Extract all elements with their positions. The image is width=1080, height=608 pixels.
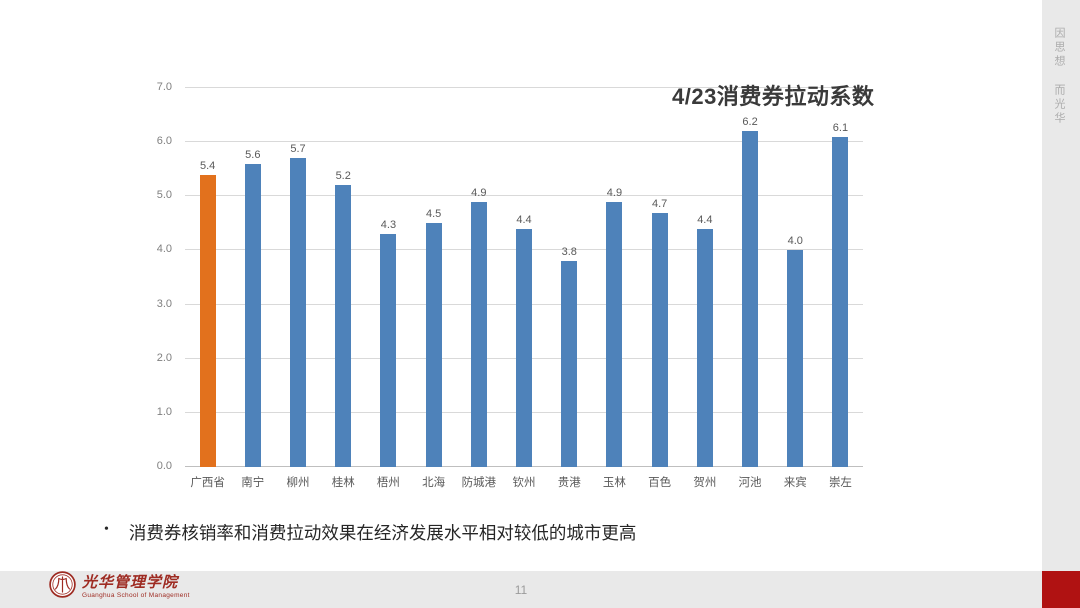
bar-value-label: 6.2 (742, 116, 758, 129)
motto-vertical-text: 因思想 而光华 (1053, 27, 1065, 126)
bar-value-label: 5.2 (335, 170, 351, 183)
y-tick-label: 0.0 (156, 460, 172, 472)
bullet-note: • 消费券核销率和消费拉动效果在经济发展水平相对较低的城市更高 (104, 520, 944, 545)
bar-slot: 5.4 (185, 88, 230, 467)
x-tick-label: 崇左 (828, 477, 852, 489)
bar (335, 185, 352, 467)
bar-value-label: 4.4 (697, 213, 713, 226)
bar-value-label: 5.4 (199, 159, 216, 172)
bar-slot: 4.4 (501, 88, 546, 467)
plot-area: 5.4 5.6 5.7 5.2 4.3 4.5 4.9 4.4 3.8 4.9 4.7 4.4 6.2 4… (185, 87, 863, 467)
bar-slot: 6.1 (818, 88, 863, 467)
bar-slot: 3.8 (547, 88, 592, 467)
x-tick-label: 防城港 (461, 477, 497, 489)
y-tick-label: 5.0 (156, 189, 172, 202)
footer-logo: 光华管理学院 Guanghua School of Management (49, 571, 190, 603)
bar-slot: 4.7 (637, 88, 682, 467)
page-number: 11 (514, 583, 528, 597)
y-tick-label: 3.0 (156, 297, 172, 310)
bars: 5.4 5.6 5.7 5.2 4.3 4.5 4.9 4.4 3.8 4.9 4.7 4.4 6.2 4… (185, 88, 863, 467)
x-tick-label: 玉林 (602, 477, 626, 489)
bar-value-label: 4.3 (380, 219, 397, 232)
bar-value-label: 3.8 (561, 246, 577, 259)
red-corner-accent (1042, 571, 1080, 608)
chart-title: 4/23消费券拉动系数 (672, 84, 875, 109)
bar (561, 261, 578, 467)
bar-value-label: 4.5 (425, 208, 442, 221)
grid-line (185, 87, 863, 88)
logo-title: 光华管理学院 (82, 575, 179, 591)
bar-value-label: 4.0 (787, 235, 803, 248)
bar-value-label: 5.6 (245, 148, 261, 161)
y-axis-labels: 0.0 1.0 2.0 3.0 4.0 5.0 6.0 7.0 (146, 81, 178, 472)
bar (244, 163, 261, 467)
bar-slot: 4.5 (411, 88, 456, 467)
x-tick-label: 南宁 (241, 477, 265, 489)
bar-value-label: 4.7 (651, 197, 668, 210)
x-tick-label: 梧州 (376, 477, 400, 489)
grid-line (185, 195, 863, 197)
right-sidebar: 因思想 而光华 (1042, 0, 1080, 571)
y-tick-label: 4.0 (156, 243, 172, 256)
bar-slot: 4.9 (592, 88, 637, 467)
x-tick-label: 北海 (422, 477, 446, 489)
x-tick-label: 河池 (738, 477, 762, 489)
bar (290, 158, 306, 467)
bar (742, 131, 759, 467)
bar-slot: 5.6 (230, 88, 275, 467)
bar-slot: 6.2 (727, 88, 772, 467)
bar (832, 136, 849, 467)
x-tick-label: 广西省 (190, 477, 225, 489)
guanghua-seal-icon (49, 571, 76, 603)
x-tick-label: 桂林 (331, 477, 355, 489)
bar (696, 228, 713, 467)
bar (787, 250, 804, 467)
bar (606, 201, 623, 467)
bar (470, 201, 487, 467)
bar-highlighted (199, 174, 216, 467)
grid-line (185, 141, 863, 143)
bar-slot: 4.4 (682, 88, 727, 467)
bar-value-label: 4.4 (516, 213, 532, 226)
x-tick-label: 来宾 (783, 477, 807, 489)
bar-value-label: 4.9 (471, 186, 487, 199)
y-tick-label: 7.0 (156, 81, 172, 93)
bar (516, 228, 533, 467)
logo-text: 光华管理学院 Guanghua School of Management (82, 575, 190, 599)
bar-slot: 5.7 (275, 88, 320, 467)
bar-slot: 5.2 (321, 88, 366, 467)
x-axis-labels: 广西省 南宁 柳州 桂林 梧州 北海 防城港 钦州 贵港 玉林 百色 贺州 河池 来宾 崇左 (185, 474, 863, 490)
logo-subtitle: Guanghua School of Management (82, 592, 190, 599)
bar (380, 234, 397, 467)
x-tick-label: 贺州 (693, 477, 717, 489)
bar-slot: 4.9 (456, 88, 501, 467)
y-tick-label: 2.0 (156, 351, 172, 364)
bar (651, 212, 668, 467)
bar-slot: 4.0 (773, 88, 818, 467)
bar-value-label: 6.1 (832, 121, 849, 134)
x-tick-label: 贵港 (557, 477, 581, 489)
bullet-marker: • (104, 522, 109, 537)
y-tick-label: 6.0 (156, 135, 172, 148)
bar-slot: 4.3 (366, 88, 411, 467)
bar-value-label: 4.9 (606, 186, 623, 199)
bar (425, 223, 442, 467)
x-tick-label: 柳州 (286, 477, 310, 489)
bottom-strip (0, 571, 1042, 608)
x-tick-label: 百色 (648, 477, 672, 489)
x-tick-label: 钦州 (512, 477, 536, 489)
y-tick-label: 1.0 (156, 405, 172, 418)
bullet-text: 消费券核销率和消费拉动效果在经济发展水平相对较低的城市更高 (128, 523, 637, 543)
bar-value-label: 5.7 (290, 143, 306, 156)
